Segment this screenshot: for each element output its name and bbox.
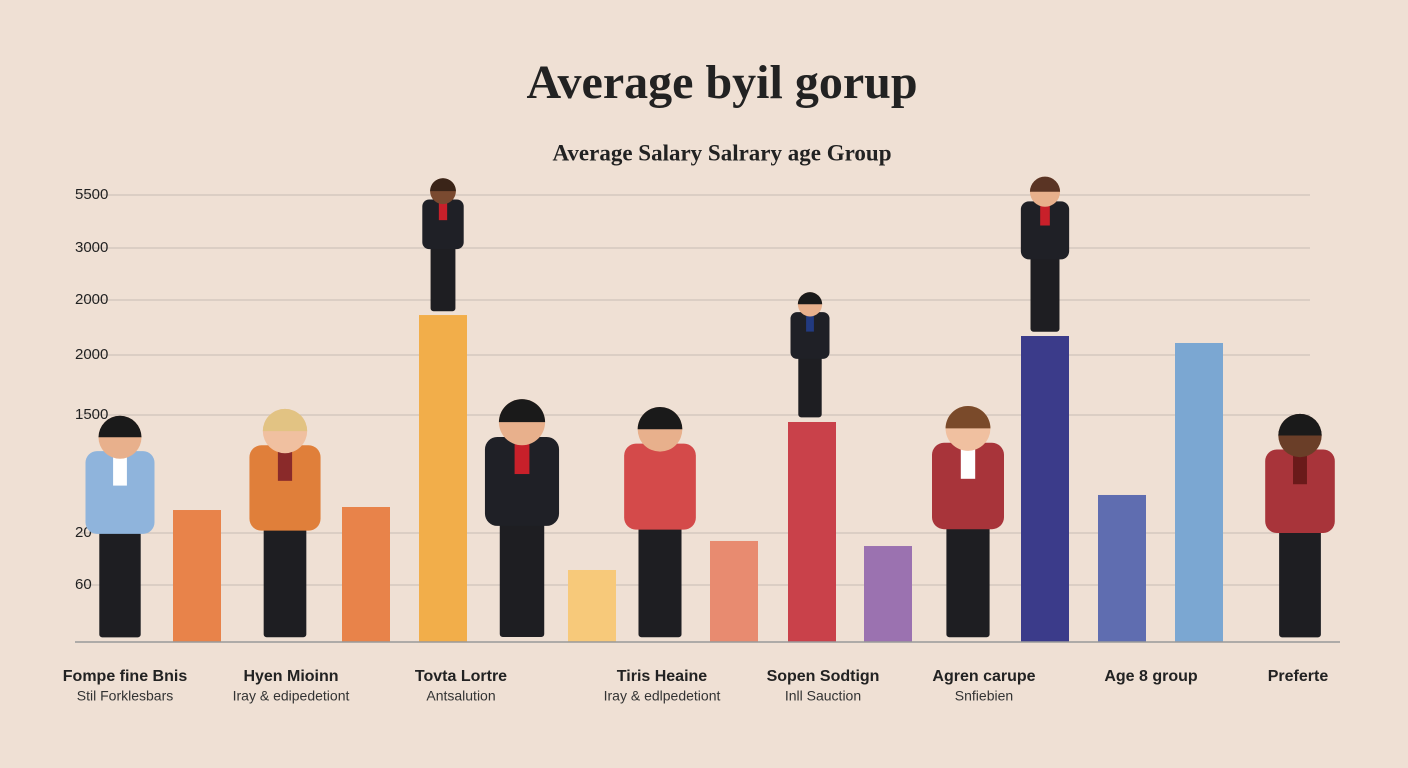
y-tick-label: 2000 bbox=[75, 291, 108, 308]
person-legs bbox=[499, 518, 545, 638]
person-hair bbox=[262, 408, 308, 432]
bar bbox=[568, 569, 616, 642]
bars bbox=[173, 315, 1223, 642]
person-legs bbox=[99, 527, 141, 638]
person-legs bbox=[430, 245, 456, 312]
person-hair bbox=[1278, 413, 1322, 436]
bar bbox=[788, 421, 836, 642]
person-legs bbox=[946, 522, 990, 638]
person-shirt bbox=[806, 312, 814, 332]
person-body bbox=[932, 442, 1004, 530]
person-hair bbox=[797, 292, 823, 305]
person bbox=[484, 399, 560, 638]
chart-subtitle: Average Salary Salrary age Group bbox=[553, 140, 892, 165]
group-label: Tovta Lortre bbox=[415, 668, 507, 685]
group-label: Preferte bbox=[1268, 668, 1329, 685]
group-sublabel: Stil Forklesbars bbox=[77, 688, 173, 704]
bar bbox=[173, 510, 221, 642]
bar bbox=[864, 546, 912, 642]
person-shirt bbox=[652, 443, 668, 480]
person bbox=[624, 406, 696, 638]
person-hair bbox=[945, 405, 991, 429]
person-shirt bbox=[1040, 201, 1050, 226]
person-hair bbox=[1029, 176, 1061, 192]
person-legs bbox=[798, 355, 822, 418]
person-legs bbox=[638, 522, 682, 638]
person bbox=[932, 405, 1004, 638]
person-body bbox=[1020, 201, 1070, 260]
person bbox=[790, 292, 830, 418]
bar bbox=[710, 540, 758, 642]
y-tick-label: 5500 bbox=[75, 186, 108, 203]
group-label: Age 8 group bbox=[1104, 668, 1198, 685]
y-tick-label: 1500 bbox=[75, 406, 108, 423]
y-tick-label: 2000 bbox=[75, 346, 108, 363]
person-legs bbox=[1279, 526, 1321, 638]
person bbox=[1020, 176, 1070, 332]
group-sublabel: Inll Sauction bbox=[785, 688, 861, 704]
y-tick-label: 60 bbox=[75, 576, 92, 593]
group-label: Tiris Heaine bbox=[617, 668, 708, 685]
y-tick-label: 3000 bbox=[75, 239, 108, 256]
person-hair bbox=[637, 406, 683, 430]
person-shirt bbox=[277, 445, 293, 481]
bar bbox=[1175, 342, 1223, 642]
group-label: Hyen Mioinn bbox=[243, 668, 338, 685]
person-body bbox=[249, 445, 321, 531]
person bbox=[1265, 413, 1335, 638]
person-legs bbox=[263, 523, 307, 638]
labels: Fompe fine Bnis Stil Forklesbars Hyen Mioi… bbox=[63, 668, 1329, 703]
person-shirt bbox=[113, 451, 127, 486]
person-body bbox=[790, 312, 830, 359]
person-body bbox=[1265, 449, 1335, 533]
person-hair bbox=[430, 178, 456, 192]
person-shirt bbox=[514, 436, 530, 475]
person-legs bbox=[1030, 254, 1060, 332]
person bbox=[249, 408, 321, 638]
person-shirt bbox=[438, 199, 448, 221]
bar bbox=[1098, 494, 1146, 642]
group-sublabel: Iray & edlpedetiont bbox=[604, 688, 721, 704]
people bbox=[85, 176, 1335, 638]
person-body bbox=[484, 436, 560, 526]
person-body bbox=[624, 443, 696, 530]
person bbox=[422, 178, 464, 312]
person-hair bbox=[498, 399, 546, 423]
group-label: Fompe fine Bnis bbox=[63, 668, 188, 685]
bar bbox=[1021, 336, 1069, 642]
group-sublabel: Iray & edipedetiont bbox=[233, 688, 350, 704]
group-sublabel: Antsalution bbox=[426, 688, 495, 704]
person-shirt bbox=[960, 442, 976, 479]
group-sublabel: Snfiebien bbox=[955, 688, 1013, 704]
chart-title: Average byil gorup bbox=[526, 56, 917, 109]
person-body bbox=[85, 451, 155, 534]
group-label: Agren carupe bbox=[932, 668, 1035, 685]
person-body bbox=[422, 199, 464, 250]
bar bbox=[342, 507, 390, 642]
person bbox=[85, 415, 155, 638]
group-label: Sopen Sodtign bbox=[767, 668, 880, 685]
bar bbox=[419, 315, 467, 642]
person-hair bbox=[98, 415, 142, 438]
person-shirt bbox=[1293, 449, 1307, 485]
